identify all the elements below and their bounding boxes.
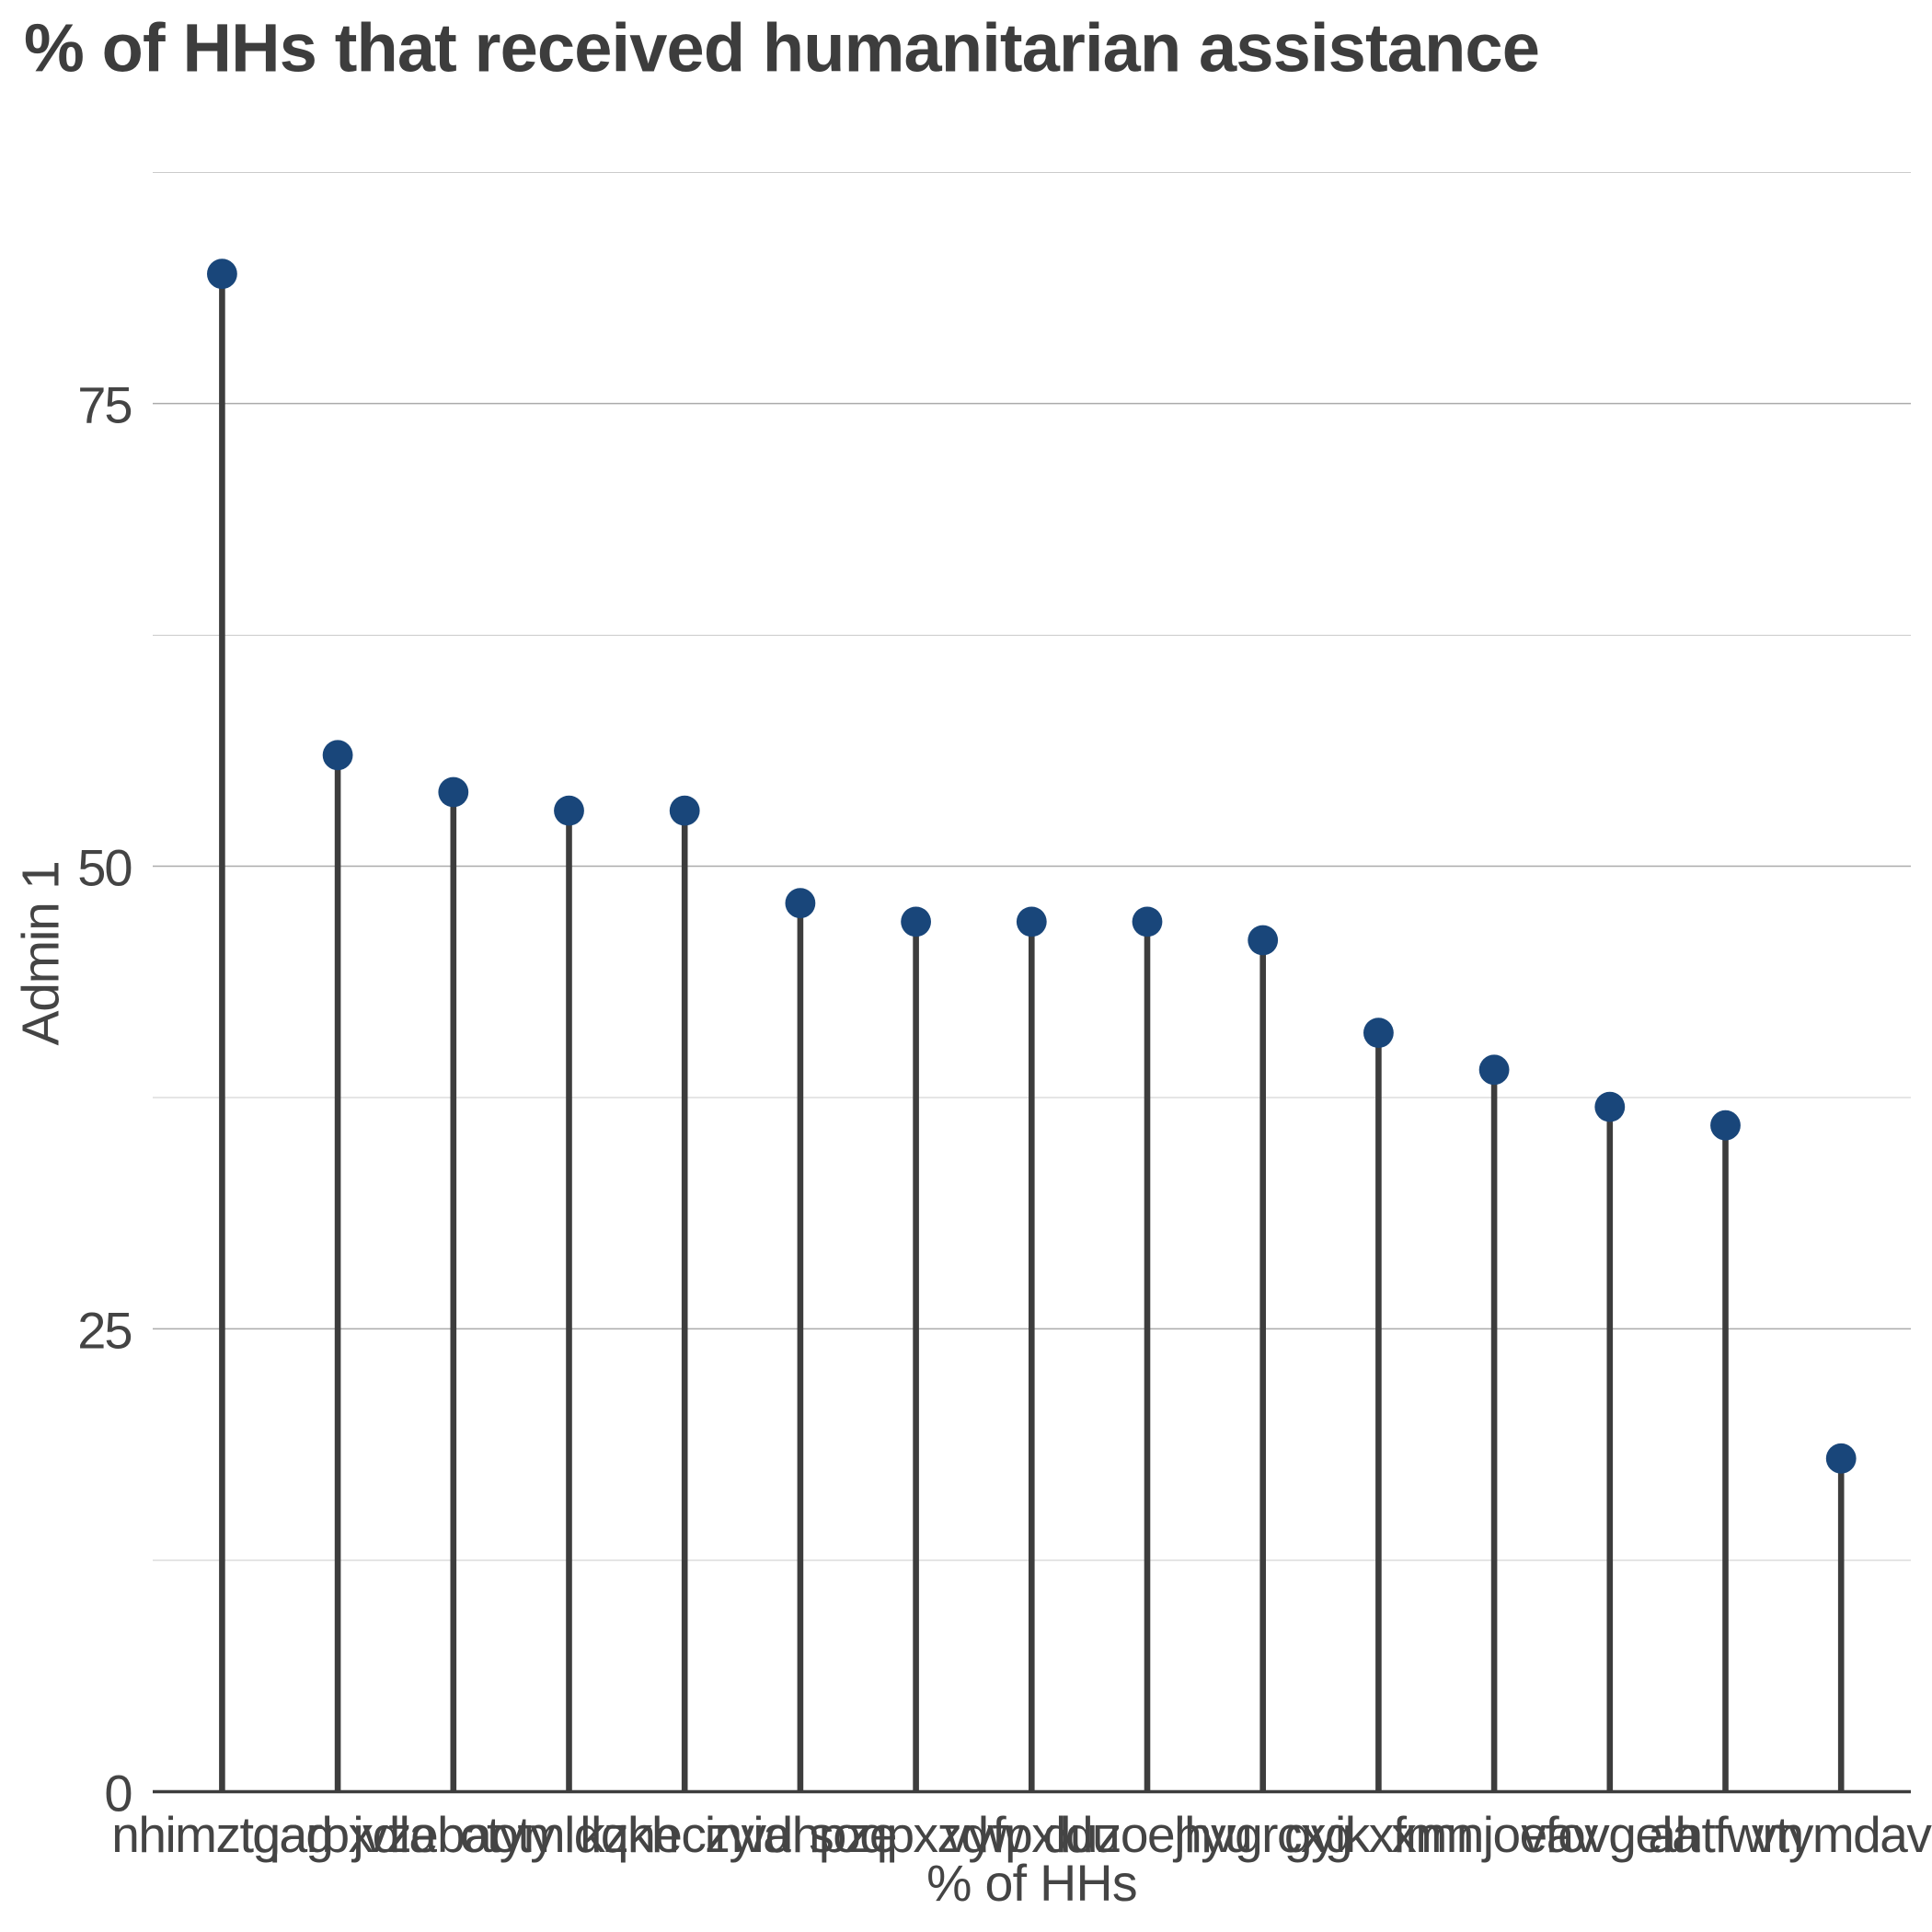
- svg-text:ahtfwm: ahtfwm: [1648, 1806, 1802, 1863]
- svg-text:soqpxzdw: soqpxzdw: [809, 1806, 1024, 1863]
- svg-text:otymldqkh: otymldqkh: [460, 1806, 678, 1863]
- svg-text:tgarbxdla: tgarbxdla: [240, 1806, 438, 1863]
- svg-text:duzoehyu: duzoehyu: [1043, 1806, 1252, 1863]
- svg-text:vfovgela: vfovgela: [1521, 1806, 1700, 1863]
- svg-text:invdhpze: invdhpze: [705, 1806, 896, 1863]
- svg-text:xmnjoeav: xmnjoeav: [1391, 1806, 1598, 1863]
- svg-text:vyfpxldu: vyfpxldu: [944, 1806, 1119, 1863]
- svg-text:nhimztqag: nhimztqag: [111, 1806, 332, 1863]
- svg-text:% of HHs: % of HHs: [926, 1855, 1137, 1912]
- svg-text:jvzebaoty: jvzebaoty: [351, 1806, 556, 1863]
- svg-text:jhvgrcxg: jhvgrcxg: [1172, 1806, 1351, 1863]
- svg-text:gyikxfmn: gyikxfmn: [1284, 1806, 1473, 1863]
- svg-text:25: 25: [77, 1301, 131, 1359]
- svg-text:kzheczyia: kzheczyia: [580, 1806, 791, 1863]
- svg-text:% of HHs that received humanit: % of HHs that received humanitarian assi…: [24, 9, 1539, 86]
- svg-text:75: 75: [77, 376, 131, 434]
- svg-text:vtymdav: vtymdav: [1752, 1806, 1932, 1863]
- svg-text:50: 50: [77, 839, 131, 897]
- svg-text:Admin 1: Admin 1: [12, 861, 71, 1045]
- svg-text:0: 0: [104, 1765, 131, 1823]
